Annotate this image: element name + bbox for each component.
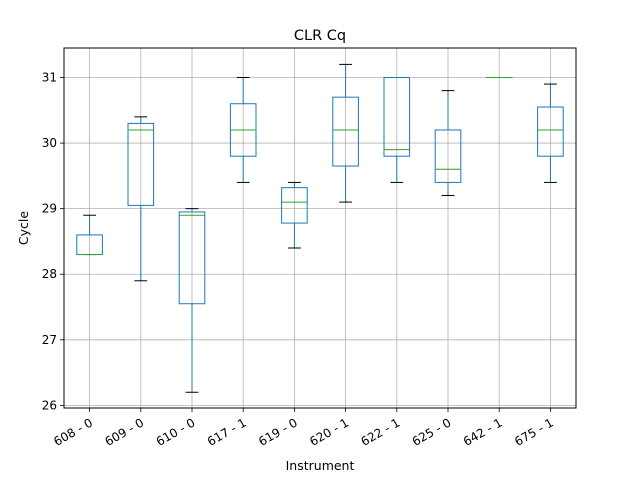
box-body	[383, 77, 411, 157]
box-622 - 1	[383, 77, 411, 183]
x-tick-label: 619 - 0	[256, 415, 300, 448]
x-tick-label: 642 - 1	[461, 415, 505, 448]
x-axis-label: Instrument	[286, 458, 355, 473]
plot-frame	[63, 47, 577, 409]
x-tick-label: 617 - 1	[205, 415, 249, 448]
box-625 - 0	[434, 90, 462, 197]
y-tick-label: 30	[42, 136, 57, 150]
box-675 - 1	[537, 83, 564, 183]
box-body	[281, 187, 308, 224]
y-tick-label: 26	[42, 398, 57, 412]
box-body	[178, 211, 206, 305]
y-tick-label: 29	[42, 202, 57, 216]
grid	[64, 48, 576, 408]
box-body	[434, 129, 462, 183]
y-axis: 26 27 28 29 30 31	[42, 71, 64, 412]
box-608 - 0	[76, 214, 103, 256]
box-617 - 1	[229, 77, 257, 183]
box-620 - 1	[332, 63, 359, 203]
x-tick-label: 622 - 1	[358, 415, 402, 448]
box-610 - 0	[178, 208, 206, 393]
x-tick-label: 610 - 0	[154, 415, 198, 448]
y-tick-label: 28	[42, 267, 57, 281]
x-tick-label: 675 - 1	[512, 415, 556, 448]
x-tick-label: 625 - 0	[410, 415, 454, 448]
box-609 - 0	[127, 116, 155, 282]
y-tick-label: 27	[42, 333, 57, 347]
x-axis: 608 - 0 609 - 0 610 - 0 617 - 1 619 - 0 620 -…	[51, 408, 556, 449]
box-body	[332, 96, 359, 167]
x-tick-label: 608 - 0	[51, 415, 95, 448]
box-619 - 0	[281, 181, 308, 249]
y-axis-label: Cycle	[16, 211, 31, 245]
x-tick-label: 609 - 0	[102, 415, 146, 448]
x-tick-label: 620 - 1	[307, 415, 351, 448]
box-body	[127, 122, 155, 206]
boxes	[76, 63, 564, 393]
y-tick-label: 31	[42, 71, 57, 85]
chart-title: CLR Cq	[294, 28, 346, 44]
box-body	[537, 106, 564, 157]
